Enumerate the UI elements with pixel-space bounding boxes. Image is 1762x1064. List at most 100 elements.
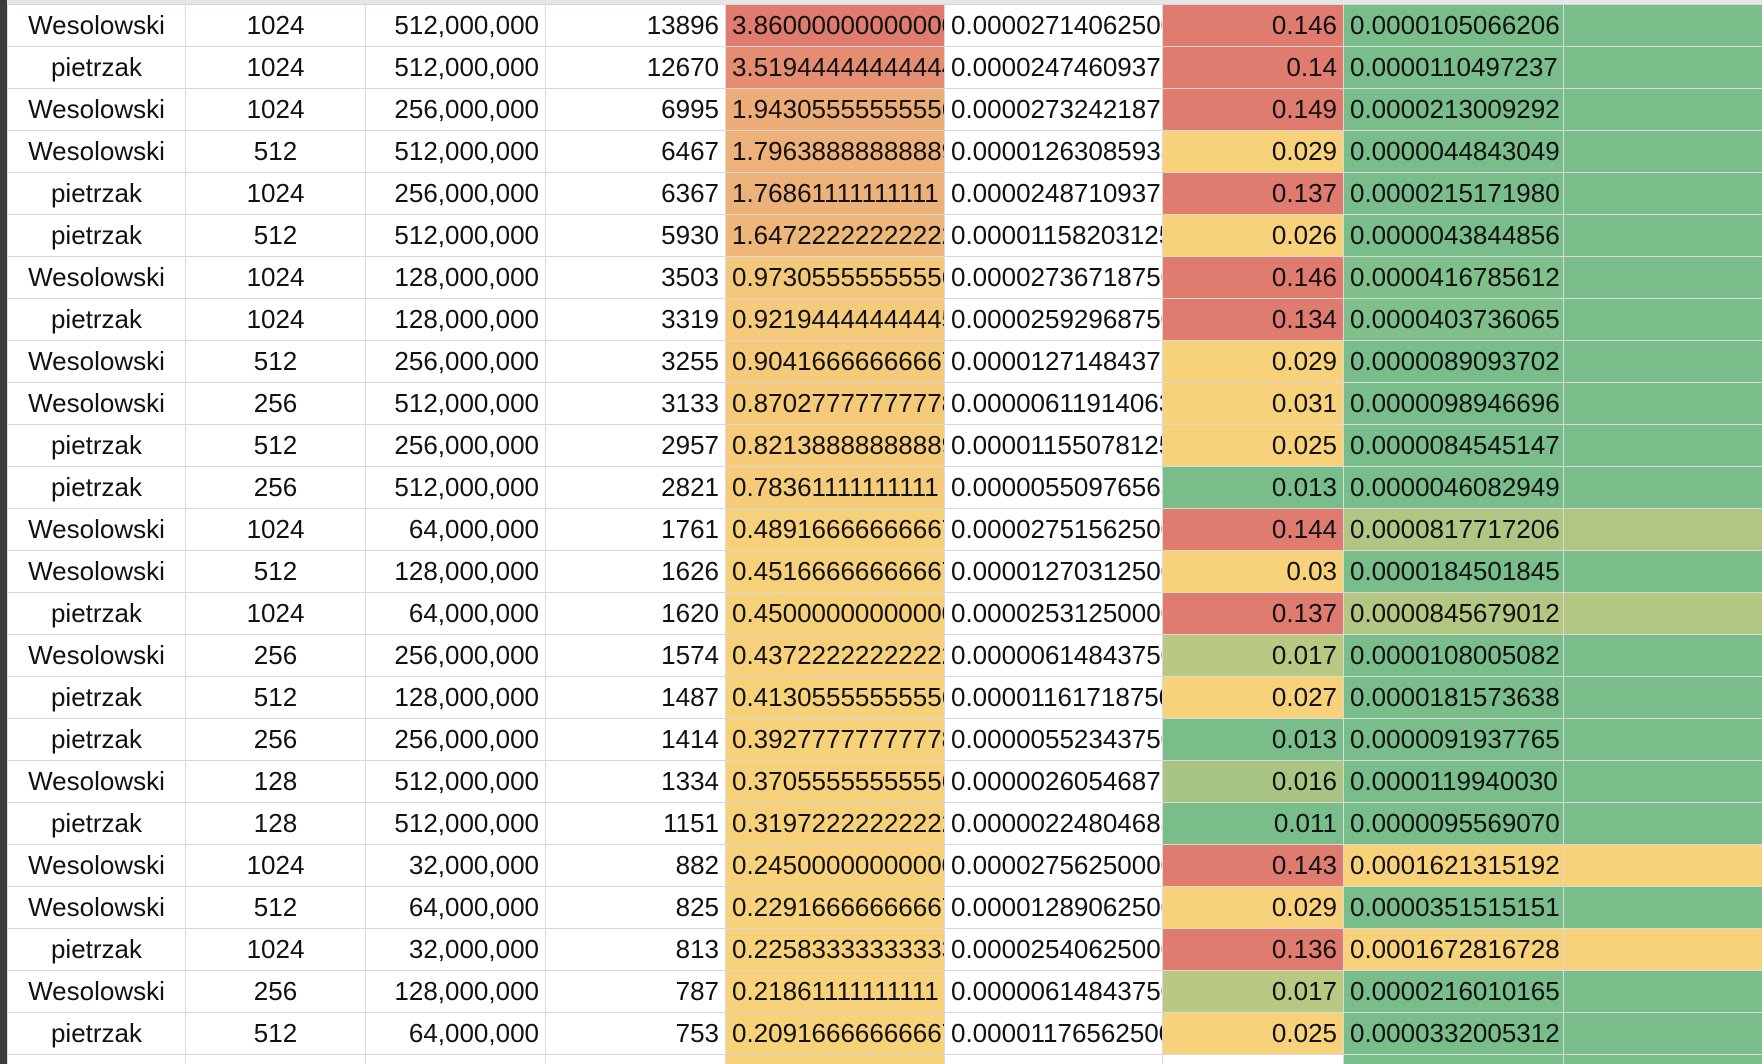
name-cell[interactable]: pietrzak <box>7 928 186 971</box>
size-cell[interactable]: 512,000,000 <box>365 130 546 173</box>
ratio-cell[interactable]: 0.017 <box>1162 970 1344 1013</box>
name-cell[interactable]: Wesolowski <box>7 886 186 929</box>
name-cell[interactable]: pietrzak <box>7 718 186 761</box>
per-unit-cell[interactable]: 0.00002732421875 <box>944 88 1163 131</box>
size-cell[interactable]: 256,000,000 <box>365 172 546 215</box>
clipped-cell[interactable] <box>1563 298 1762 341</box>
name-cell[interactable]: Wesolowski <box>7 634 186 677</box>
ratio-cell[interactable]: 0.011 <box>1162 802 1344 845</box>
time-cell[interactable]: 13896 <box>545 4 726 47</box>
ratio-cell[interactable]: 0.137 <box>1162 592 1344 635</box>
seconds-cell[interactable]: 0.78361111111111 <box>725 466 945 509</box>
clipped-cell[interactable] <box>1563 508 1762 551</box>
per-unit-cell[interactable]: 0.00000611914063 <box>944 382 1163 425</box>
n-cell[interactable]: 256 <box>185 718 366 761</box>
clipped-cell[interactable] <box>1563 718 1762 761</box>
rate-cell[interactable]: 0.0000213009292 <box>1343 88 1564 131</box>
clipped-cell[interactable] <box>1563 424 1762 467</box>
name-cell[interactable]: Wesolowski <box>7 970 186 1013</box>
clipped-cell[interactable] <box>1563 886 1762 929</box>
time-cell[interactable]: 2957 <box>545 424 726 467</box>
ratio-cell[interactable]: 0.137 <box>1162 172 1344 215</box>
name-cell[interactable]: pietrzak <box>7 46 186 89</box>
seconds-cell[interactable]: 0.22916666666667 <box>725 886 945 929</box>
n-cell[interactable]: 1024 <box>185 46 366 89</box>
seconds-cell[interactable]: 0.87027777777778 <box>725 382 945 425</box>
seconds-cell[interactable]: 0.31972222222222 <box>725 802 945 845</box>
ratio-cell[interactable]: 0.146 <box>1162 256 1344 299</box>
size-cell[interactable]: 512,000,000 <box>365 382 546 425</box>
rate-cell[interactable]: 0.0000119940030 <box>1343 760 1564 803</box>
n-cell[interactable]: 512 <box>185 886 366 929</box>
clipped-cell[interactable] <box>1563 466 1762 509</box>
rate-cell[interactable]: 0.0000332005312 <box>1343 1012 1564 1055</box>
per-unit-cell[interactable]: 0.00001270312500 <box>944 550 1163 593</box>
ratio-cell[interactable]: 0.14 <box>1162 46 1344 89</box>
per-unit-cell[interactable]: 0.00000552343750 <box>944 718 1163 761</box>
size-cell[interactable]: 32,000,000 <box>365 928 546 971</box>
seconds-cell[interactable]: 0.92194444444445 <box>725 298 945 341</box>
clipped-cell[interactable] <box>1563 1054 1762 1064</box>
seconds-cell[interactable]: 0.48916666666667 <box>725 508 945 551</box>
seconds-cell[interactable]: 1.76861111111111 <box>725 172 945 215</box>
rate-cell[interactable] <box>1343 1054 1564 1064</box>
n-cell[interactable]: 512 <box>185 550 366 593</box>
seconds-cell[interactable]: 3.51944444444444 <box>725 46 945 89</box>
per-unit-cell[interactable]: 0.00000614843750 <box>944 970 1163 1013</box>
time-cell[interactable]: 5930 <box>545 214 726 257</box>
ratio-cell[interactable]: 0.149 <box>1162 88 1344 131</box>
size-cell[interactable]: 512,000,000 <box>365 466 546 509</box>
per-unit-cell[interactable]: 0.00002751562500 <box>944 508 1163 551</box>
time-cell[interactable]: 1414 <box>545 718 726 761</box>
clipped-cell[interactable] <box>1563 340 1762 383</box>
per-unit-cell[interactable]: 0.00002531250000 <box>944 592 1163 635</box>
seconds-cell[interactable]: 0.90416666666667 <box>725 340 945 383</box>
seconds-cell[interactable]: 0.43722222222222 <box>725 634 945 677</box>
size-cell[interactable]: 128,000,000 <box>365 298 546 341</box>
time-cell[interactable]: 6995 <box>545 88 726 131</box>
seconds-cell[interactable]: 1.79638888888889 <box>725 130 945 173</box>
name-cell[interactable]: pietrzak <box>7 424 186 467</box>
n-cell[interactable]: 1024 <box>185 592 366 635</box>
rate-cell[interactable]: 0.0000817717206 <box>1343 508 1564 551</box>
time-cell[interactable]: 1626 <box>545 550 726 593</box>
seconds-cell[interactable]: 0.39277777777778 <box>725 718 945 761</box>
seconds-cell[interactable] <box>725 1054 945 1064</box>
clipped-cell[interactable] <box>1563 4 1762 47</box>
time-cell[interactable]: 1334 <box>545 760 726 803</box>
seconds-cell[interactable]: 0.45166666666667 <box>725 550 945 593</box>
size-cell[interactable]: 64,000,000 <box>365 886 546 929</box>
name-cell[interactable]: pietrzak <box>7 1012 186 1055</box>
rate-cell[interactable]: 0.0000105066206 <box>1343 4 1564 47</box>
n-cell[interactable]: 1024 <box>185 844 366 887</box>
size-cell[interactable]: 128,000,000 <box>365 550 546 593</box>
ratio-cell[interactable]: 0.134 <box>1162 298 1344 341</box>
per-unit-cell[interactable]: 0.00000550976563 <box>944 466 1163 509</box>
size-cell[interactable]: 64,000,000 <box>365 592 546 635</box>
rate-cell[interactable]: 0.0000181573638 <box>1343 676 1564 719</box>
rate-cell[interactable]: 0.0001672816728 <box>1343 928 1564 971</box>
name-cell[interactable]: pietrzak <box>7 466 186 509</box>
n-cell[interactable]: 512 <box>185 130 366 173</box>
size-cell[interactable]: 256,000,000 <box>365 424 546 467</box>
rate-cell[interactable]: 0.0000216010165 <box>1343 970 1564 1013</box>
n-cell[interactable]: 256 <box>185 466 366 509</box>
seconds-cell[interactable]: 0.20916666666667 <box>725 1012 945 1055</box>
ratio-cell[interactable]: 0.029 <box>1162 340 1344 383</box>
ratio-cell[interactable]: 0.013 <box>1162 718 1344 761</box>
n-cell[interactable]: 1024 <box>185 256 366 299</box>
rate-cell[interactable]: 0.0000089093702 <box>1343 340 1564 383</box>
rate-cell[interactable]: 0.0000110497237 <box>1343 46 1564 89</box>
per-unit-cell[interactable]: 0.00002714062500 <box>944 4 1163 47</box>
size-cell[interactable]: 256,000,000 <box>365 340 546 383</box>
time-cell[interactable]: 2821 <box>545 466 726 509</box>
time-cell[interactable]: 12670 <box>545 46 726 89</box>
per-unit-cell[interactable]: 0.00002474609375 <box>944 46 1163 89</box>
size-cell[interactable]: 128,000,000 <box>365 676 546 719</box>
n-cell[interactable]: 1024 <box>185 928 366 971</box>
clipped-cell[interactable] <box>1563 970 1762 1013</box>
per-unit-cell[interactable]: 0.00001271484375 <box>944 340 1163 383</box>
name-cell[interactable]: Wesolowski <box>7 508 186 551</box>
rate-cell[interactable]: 0.0000091937765 <box>1343 718 1564 761</box>
time-cell[interactable]: 787 <box>545 970 726 1013</box>
